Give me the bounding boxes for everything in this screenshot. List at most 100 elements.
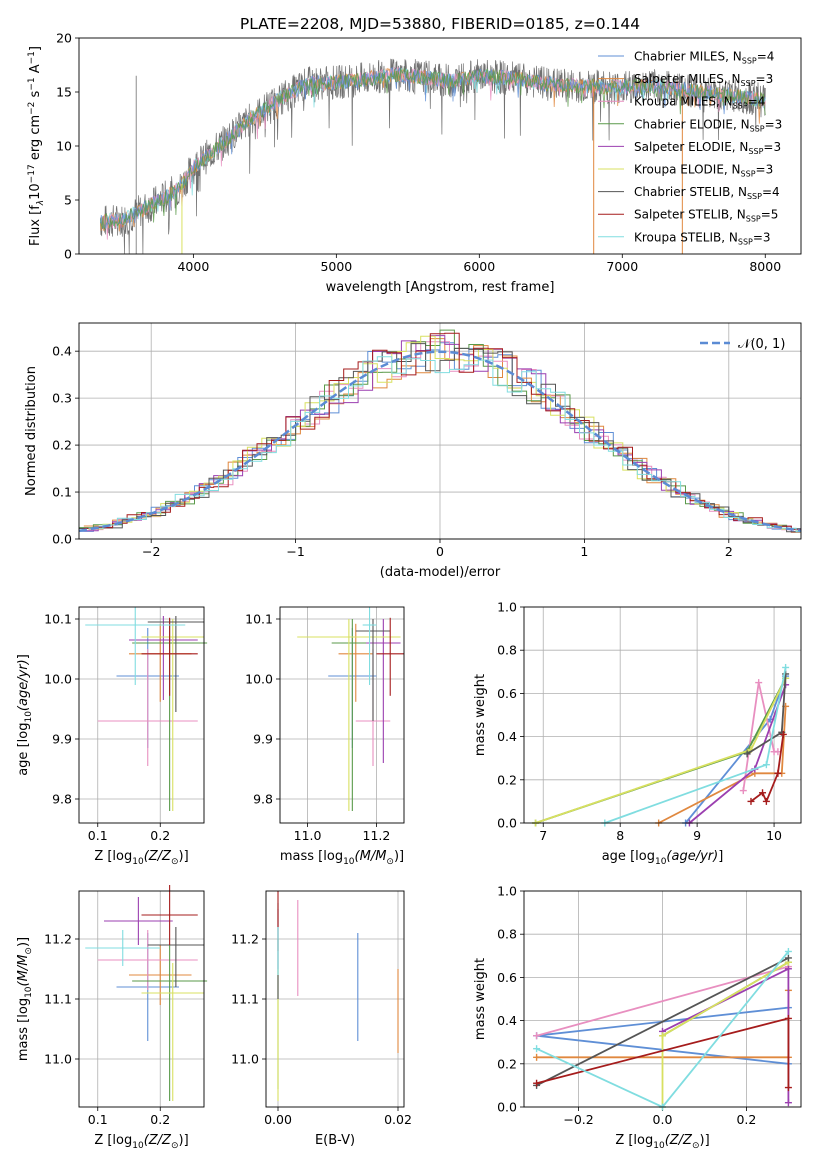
x-tick-label: −0.2 [563, 1112, 593, 1127]
series-marker [533, 1053, 541, 1061]
errorbar-point [104, 897, 173, 945]
label-part: λ [36, 200, 46, 206]
ticks: 0.1 0.2 9.8 9.9 10.0 10.1 [44, 612, 170, 844]
series-line [536, 965, 789, 1037]
y-tick-label: 10.1 [245, 612, 273, 627]
gridlines [79, 607, 204, 823]
axes-frame [78, 37, 802, 255]
y-tick-label: 11.1 [231, 992, 259, 1007]
legend-label: Kroupa STELIB, NSSP=3 [634, 230, 771, 246]
label-part: Flux [f [28, 205, 43, 246]
x-tick-label: 7 [539, 828, 547, 843]
axes-frame [523, 606, 802, 824]
series-marker [782, 663, 790, 671]
label-part: ⊙ [386, 857, 394, 867]
errorbar-point [129, 616, 198, 700]
errorbar-point [141, 619, 204, 811]
plot-marks [277, 891, 399, 1101]
label-part: Chabrier MILES, N [634, 50, 742, 64]
x-tick-label: 9 [693, 828, 701, 843]
series-marker [784, 965, 792, 973]
y-tick-label: 9.8 [253, 792, 273, 807]
label-part: Z [log [615, 1133, 653, 1148]
legend: 𝒩(0, 1) [700, 337, 785, 352]
x-axis-label: wavelength [Angstrom, rest frame] [326, 280, 555, 295]
label-part: =3 [763, 140, 781, 154]
label-part: SSP [750, 124, 765, 133]
ticks: 11.0 11.2 9.8 9.9 10.0 10.1 [245, 612, 390, 844]
label-part: 10 [132, 1141, 144, 1151]
y-tick-label: 1.0 [497, 884, 517, 899]
series-marker [533, 1079, 541, 1087]
label-part: (M/M [16, 955, 31, 987]
series-line [536, 957, 789, 1087]
label-part: SSP [733, 102, 748, 111]
series-marker [759, 789, 767, 797]
x-tick-label: −2 [142, 544, 160, 559]
plot-area [280, 607, 404, 823]
y-tick-label: 9.9 [253, 732, 273, 747]
panel-residuals: −2 −1 0 1 2 0.0 0.1 0.2 0.3 0.4 𝒩(0, 1) (data-model… [24, 322, 802, 580]
y-tick-label: 20 [56, 31, 72, 46]
label-part: 10 [24, 711, 34, 723]
histogram-series [79, 343, 801, 533]
x-tick-label: 0.2 [150, 828, 170, 843]
y-tick-label: 11.2 [44, 932, 72, 947]
label-part: −17 [27, 164, 37, 183]
label-part: )] [700, 1133, 710, 1148]
y-tick-label: 11.0 [44, 1052, 72, 1067]
legend-label: Salpeter MILES, NSSP=3 [634, 72, 773, 88]
normal-curve [78, 350, 802, 533]
label-part: (Z/Z [144, 849, 172, 864]
axes-frame [78, 322, 802, 540]
y-tick-label: 0.4 [497, 1013, 517, 1028]
series-marker [755, 679, 763, 687]
x-tick-label: 7000 [606, 259, 638, 274]
x-tick-label: 10 [766, 828, 782, 843]
label-part: =3 [756, 72, 774, 86]
x-tick-label: 4000 [177, 259, 209, 274]
errorbar-point [355, 619, 391, 721]
series-marker [743, 750, 751, 758]
label-part: Chabrier ELODIE, N [634, 117, 750, 131]
x-axis-label: Z [log10(Z/Z⊙)] [615, 1133, 709, 1151]
axes-frame [78, 606, 205, 824]
y-tick-label: 0.2 [497, 1056, 517, 1071]
x-tick-label: 0.00 [264, 1112, 292, 1127]
series-marker [533, 1045, 541, 1053]
label-part: age [log [16, 723, 31, 776]
axes-frame [78, 890, 205, 1108]
x-tick-label: 0 [436, 544, 444, 559]
x-axis-label: Z [log10(Z/Z⊙)] [94, 849, 188, 867]
y-tick-label: 0.4 [52, 344, 72, 359]
plot-marks [85, 885, 208, 1101]
label-part: ⊙ [171, 1141, 179, 1151]
errorbar-point [366, 619, 401, 763]
y-tick-label: 11.0 [231, 1052, 259, 1067]
label-part: (age/yr) [16, 659, 31, 711]
y-axis-label: Normed distribution [24, 366, 39, 496]
label-part: SSP [738, 237, 753, 246]
y-tick-label: 0.2 [52, 438, 72, 453]
label-part: −1 [27, 77, 37, 90]
label-part: Z [log [94, 1133, 132, 1148]
y-tick-label: 10.1 [44, 612, 72, 627]
errorbar-point [147, 927, 204, 987]
legend-label: Chabrier STELIB, NSSP=4 [634, 185, 780, 201]
y-axis-label: mass weight [473, 958, 488, 1040]
label-part: =5 [761, 208, 779, 222]
label-part: SSP [741, 79, 756, 88]
y-tick-label: 5 [64, 193, 72, 208]
label-part: =4 [748, 95, 766, 109]
ticks: −0.2 0.0 0.2 0.0 0.2 0.4 0.6 0.8 1.0 [497, 884, 756, 1128]
x-tick-label: 11.2 [363, 828, 391, 843]
errorbar-point [132, 945, 208, 1101]
errorbar-point [85, 607, 186, 685]
model-spectrum-line [100, 66, 766, 230]
series-marker [784, 1099, 792, 1107]
y-tick-label: 0.8 [497, 927, 517, 942]
label-part: (age/yr) [666, 849, 718, 864]
label-part: (Z/Z [665, 1133, 693, 1148]
series-marker [762, 761, 770, 769]
